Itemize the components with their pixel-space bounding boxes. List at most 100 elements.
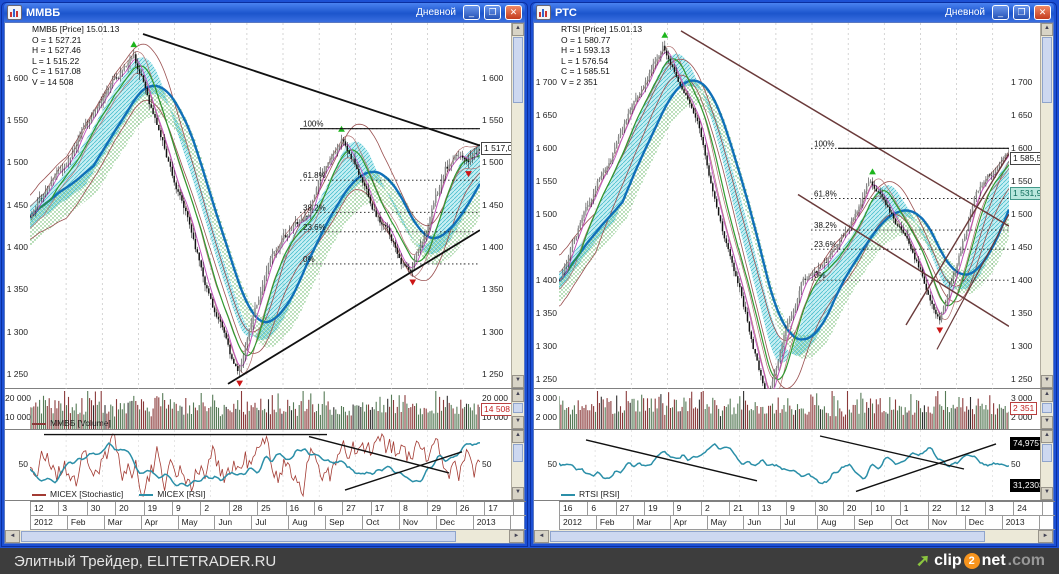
x-axis-day-label: 28	[228, 502, 257, 516]
minimize-button[interactable]: _	[463, 5, 480, 20]
scroll-up-icon[interactable]: ▲	[512, 23, 524, 36]
close-button[interactable]: ✕	[1034, 5, 1051, 20]
vertical-scrollbar[interactable]: ▲ ▼	[511, 389, 524, 430]
vertical-scroll-thumb[interactable]	[513, 444, 523, 463]
x-axis-days-row: 12 3 30 20 19 9 2 28 25 16 6 27 17 8 29 26 17	[30, 502, 526, 517]
fib-level-label: 23.6%	[814, 240, 837, 249]
close-button[interactable]: ✕	[505, 5, 522, 20]
vertical-scroll-thumb[interactable]	[513, 403, 523, 414]
price-axis-tick-label: 1 600	[6, 72, 28, 83]
volume-axis-tick-label: 10 000	[482, 412, 508, 423]
vertical-scroll-track[interactable]	[512, 463, 524, 487]
trendline	[797, 193, 1009, 328]
volume-swatch	[32, 422, 46, 425]
horizontal-scrollbar[interactable]: ◄ ►	[5, 530, 524, 544]
legend-volume: V = 2 351	[561, 76, 598, 87]
window-micex: ММВБ Дневной _ ❐ ✕ ММВБ [Price] 15.01.13…	[1, 2, 528, 547]
buy-signal-arrow	[661, 31, 669, 38]
scroll-down-icon[interactable]: ▼	[1041, 487, 1053, 501]
price-axis-tick-label: 1 500	[482, 157, 504, 168]
scroll-down-icon[interactable]: ▼	[512, 487, 524, 501]
oscillator-plot[interactable]	[559, 430, 1009, 501]
volume-panel[interactable]: 3 000 3 000 2 000 2 000 2 351 ▲ ▼	[534, 389, 1053, 431]
price-axis-tick-label: 1 500	[6, 157, 28, 168]
titlebar-rts[interactable]: РТС Дневной _ ❐ ✕	[533, 3, 1054, 22]
scroll-up-icon[interactable]: ▲	[1041, 430, 1053, 444]
oscillator-line-swatch	[139, 493, 154, 496]
price-axis-tick-label: 1 300	[482, 326, 504, 337]
vertical-scroll-track[interactable]	[512, 104, 524, 375]
volume-plot[interactable]	[559, 389, 1009, 430]
horizontal-scrollbar[interactable]: ◄ ►	[534, 530, 1053, 544]
vertical-scrollbar[interactable]: ▲ ▼	[511, 430, 524, 501]
price-panel[interactable]: ММВБ [Price] 15.01.13 O = 1 527.21 H = 1…	[5, 23, 524, 390]
maximize-button[interactable]: ❐	[1013, 5, 1030, 20]
vertical-scrollbar[interactable]: ▲ ▼	[1040, 430, 1053, 501]
oscillator-plot[interactable]	[30, 430, 480, 501]
oscillator-line-swatch	[32, 493, 46, 496]
price-axis-tick-label: 1 350	[535, 308, 557, 319]
vertical-scrollbar[interactable]: ▲ ▼	[1040, 389, 1053, 430]
price-axis-tick-label: 1 400	[482, 241, 504, 252]
chart-client-area: RTSI [Price] 15.01.13 O = 1 580.77 H = 1…	[533, 22, 1055, 544]
volume-panel[interactable]: ММВБ [Volume] 20 000 20 000 10 000 10 000 14…	[5, 389, 524, 431]
x-axis-day-label: 1	[899, 502, 928, 516]
horizontal-scroll-thumb[interactable]	[550, 531, 985, 543]
price-axis-tick-label: 1 350	[482, 284, 504, 295]
x-axis-day-label: 20	[842, 502, 871, 516]
vertical-scrollbar[interactable]: ▲ ▼	[1040, 23, 1053, 389]
vertical-scrollbar[interactable]: ▲ ▼	[511, 23, 524, 389]
x-axis-month-label: Jul	[251, 516, 288, 530]
x-axis-month-label: Nov	[927, 516, 965, 530]
scroll-left-icon[interactable]: ◄	[534, 530, 549, 544]
price-plot[interactable]: 100% 61.8% 38.2% 23.6% 0%	[30, 23, 480, 389]
maximize-button[interactable]: ❐	[484, 5, 501, 20]
legend-close: C = 1 585.51	[561, 66, 610, 76]
oscillator-tick-label: 50	[482, 459, 492, 470]
ma-green	[559, 58, 1009, 381]
scroll-down-icon[interactable]: ▼	[512, 375, 524, 389]
scroll-up-icon[interactable]: ▲	[512, 430, 524, 444]
volume-legend: ММВБ [Volume]	[32, 418, 111, 428]
x-axis-filler	[509, 516, 527, 530]
volume-plot[interactable]	[30, 389, 480, 430]
scroll-left-icon[interactable]: ◄	[5, 530, 20, 544]
scroll-down-icon[interactable]: ▼	[1041, 416, 1053, 430]
horizontal-scroll-thumb[interactable]	[21, 531, 456, 543]
vertical-scroll-thumb[interactable]	[1042, 37, 1052, 103]
vertical-scroll-track[interactable]	[1041, 104, 1053, 375]
titlebar-micex[interactable]: ММВБ Дневной _ ❐ ✕	[4, 3, 525, 22]
vertical-scroll-thumb[interactable]	[513, 37, 523, 103]
legend-high: H = 1 527.46	[32, 45, 81, 55]
x-axis-filler	[512, 502, 526, 516]
scroll-down-icon[interactable]: ▼	[512, 416, 524, 430]
oscillator-panel[interactable]: RTSI [RSI] 50 50 74,9757 31,2303 ▲ ▼	[534, 430, 1053, 502]
candles-up	[560, 45, 1009, 389]
horizontal-scroll-track[interactable]	[457, 530, 509, 543]
scroll-right-icon[interactable]: ►	[1038, 530, 1053, 544]
scroll-up-icon[interactable]: ▲	[1041, 23, 1053, 36]
x-axis-day-label: 26	[455, 502, 484, 516]
legend-open: O = 1 527.21	[32, 34, 82, 45]
price-plot[interactable]: 100% 61.8% 38.2% 23.6% 0%	[559, 23, 1009, 389]
price-axis-tick-label: 1 250	[1011, 374, 1033, 385]
horizontal-scroll-track[interactable]	[986, 530, 1038, 543]
minimize-button[interactable]: _	[992, 5, 1009, 20]
oscillator-tick-label: 50	[18, 459, 28, 470]
oscillator-panel[interactable]: MICEX [Stochastic] MICEX [RSI] 50 50 ▲ ▼	[5, 430, 524, 502]
scroll-up-icon[interactable]: ▲	[512, 389, 524, 403]
price-axis-tick-label: 1 450	[1011, 242, 1033, 253]
vertical-scroll-thumb[interactable]	[1042, 403, 1052, 414]
scroll-up-icon[interactable]: ▲	[1041, 389, 1053, 403]
clip2net-logo[interactable]: ➚ clip 2 net .com	[916, 551, 1045, 571]
fib-level-label: 0%	[814, 271, 826, 280]
window-rts: РТС Дневной _ ❐ ✕ RTSI [Price] 15.01.13 …	[530, 2, 1057, 547]
vertical-scroll-thumb[interactable]	[1042, 444, 1052, 463]
price-axis-tick-label: 1 650	[535, 110, 557, 121]
vertical-scroll-track[interactable]	[1041, 463, 1053, 487]
scroll-right-icon[interactable]: ►	[509, 530, 524, 544]
oscillator-trendline	[585, 439, 758, 482]
price-panel[interactable]: RTSI [Price] 15.01.13 O = 1 580.77 H = 1…	[534, 23, 1053, 390]
scroll-down-icon[interactable]: ▼	[1041, 375, 1053, 389]
price-axis-tick-label: 1 350	[6, 284, 28, 295]
